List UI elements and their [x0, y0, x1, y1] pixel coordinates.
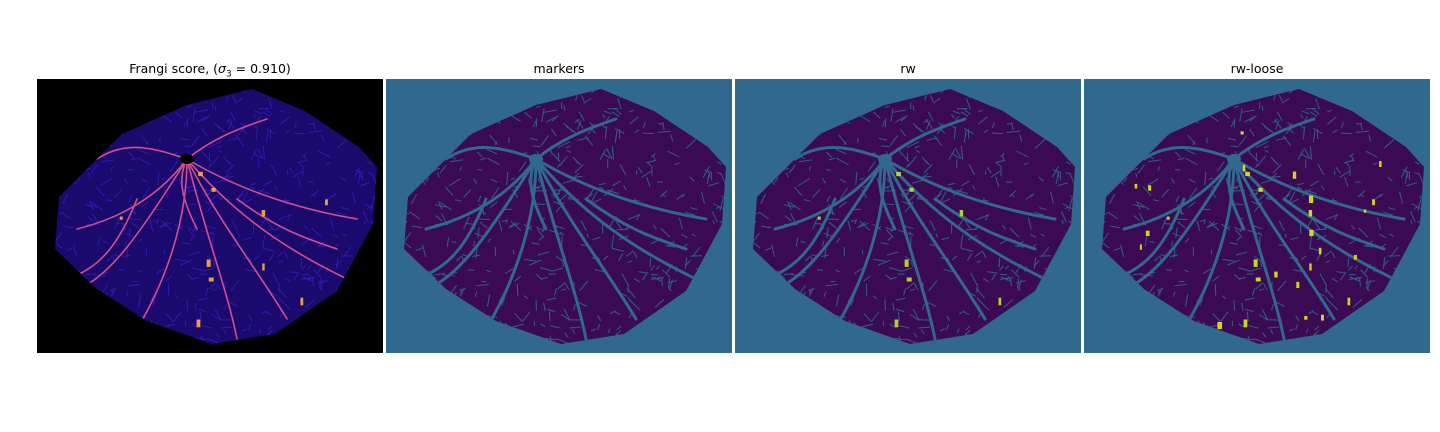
- markers-image: [386, 79, 732, 353]
- panel-markers-image: [386, 79, 732, 353]
- panel-title-rw-loose: rw-loose: [1230, 61, 1284, 76]
- panel-rw-image: [735, 79, 1081, 353]
- panel-frangi-image: [37, 79, 383, 353]
- panel-rw-loose-image: [1084, 79, 1430, 353]
- panel-title-markers: markers: [533, 61, 585, 76]
- panel-title-frangi: Frangi score, (σ3 = 0.910): [129, 61, 291, 80]
- panel-title-rw: rw: [900, 61, 916, 76]
- rw-loose-image: [1084, 79, 1430, 353]
- frangi-image: [37, 79, 383, 353]
- rw-image: [735, 79, 1081, 353]
